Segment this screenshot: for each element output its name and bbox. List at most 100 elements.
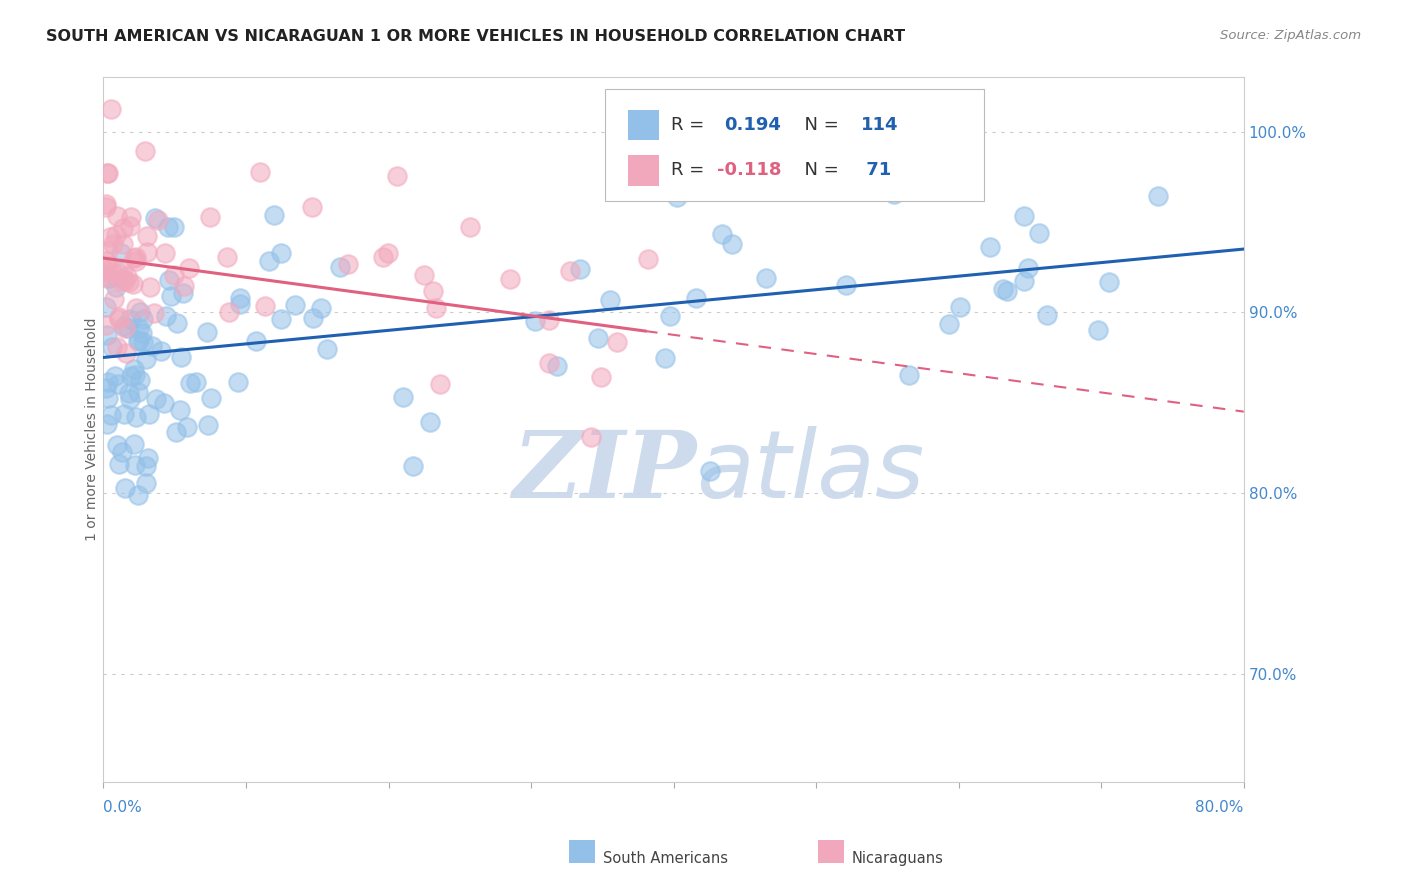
Text: South Americans: South Americans <box>603 851 728 865</box>
Point <box>114 345 136 359</box>
Point <box>197 417 219 432</box>
Point <box>132 311 155 326</box>
Point <box>149 343 172 358</box>
Point <box>169 350 191 364</box>
Text: Source: ZipAtlas.com: Source: ZipAtlas.com <box>1220 29 1361 42</box>
Point <box>131 326 153 341</box>
Text: SOUTH AMERICAN VS NICARAGUAN 1 OR MORE VEHICLES IN HOUSEHOLD CORRELATION CHART: SOUTH AMERICAN VS NICARAGUAN 1 OR MORE V… <box>46 29 905 44</box>
Text: R =: R = <box>671 161 710 179</box>
Point <box>425 301 447 315</box>
Point <box>499 272 522 286</box>
Point <box>200 391 222 405</box>
Text: atlas: atlas <box>696 426 925 517</box>
Point <box>96 318 118 333</box>
Point <box>711 227 734 241</box>
Point <box>118 385 141 400</box>
Point <box>1012 210 1035 224</box>
Point <box>773 170 796 185</box>
Point <box>128 321 150 335</box>
Point <box>1098 276 1121 290</box>
Point <box>696 136 718 150</box>
Point <box>108 310 131 324</box>
Point <box>127 334 149 348</box>
Point <box>96 263 118 277</box>
Point <box>523 314 546 328</box>
Point <box>157 273 180 287</box>
Text: N =: N = <box>793 116 845 134</box>
Point <box>114 408 136 422</box>
Point <box>96 417 118 432</box>
Point <box>105 209 128 223</box>
Point <box>138 407 160 421</box>
Point <box>245 334 267 349</box>
Point <box>96 260 118 274</box>
Point <box>111 272 134 286</box>
Point <box>263 208 285 222</box>
Point <box>270 311 292 326</box>
Point <box>153 396 176 410</box>
Point <box>97 271 120 285</box>
Text: R =: R = <box>671 116 716 134</box>
Point <box>141 339 163 353</box>
Point <box>301 200 323 214</box>
Point <box>948 301 970 315</box>
Text: N =: N = <box>793 161 845 179</box>
Point <box>122 277 145 292</box>
Point <box>315 342 337 356</box>
Point <box>163 268 186 282</box>
Point <box>253 299 276 313</box>
Point <box>115 269 138 284</box>
Point <box>387 169 409 183</box>
Point <box>1017 260 1039 275</box>
Point <box>938 317 960 331</box>
Point <box>665 190 688 204</box>
Point <box>111 237 134 252</box>
Point <box>371 251 394 265</box>
Point <box>96 196 118 211</box>
Point <box>96 300 118 314</box>
Text: ZIP: ZIP <box>512 427 696 517</box>
Point <box>160 289 183 303</box>
Point <box>157 220 180 235</box>
Point <box>429 376 451 391</box>
Point <box>835 278 858 293</box>
Point <box>377 246 399 260</box>
Point <box>128 333 150 347</box>
Point <box>176 420 198 434</box>
Point <box>98 272 121 286</box>
Point <box>1036 308 1059 322</box>
Point <box>112 260 135 275</box>
Point <box>124 368 146 382</box>
Point <box>120 210 142 224</box>
Text: 0.194: 0.194 <box>724 116 780 134</box>
Point <box>105 438 128 452</box>
Point <box>117 321 139 335</box>
Point <box>755 271 778 285</box>
Point <box>129 373 152 387</box>
Point <box>118 276 141 290</box>
Point <box>124 458 146 473</box>
Point <box>198 210 221 224</box>
Point <box>103 292 125 306</box>
Point <box>283 298 305 312</box>
Point <box>995 285 1018 299</box>
Point <box>104 369 127 384</box>
Point <box>96 200 118 214</box>
Point <box>134 144 156 158</box>
Point <box>125 254 148 268</box>
Point <box>165 425 187 439</box>
Point <box>699 464 721 478</box>
Point <box>558 264 581 278</box>
Point <box>136 450 159 465</box>
Point <box>120 368 142 383</box>
Text: Nicaraguans: Nicaraguans <box>852 851 943 865</box>
Point <box>228 375 250 389</box>
Point <box>100 102 122 116</box>
Point <box>309 301 332 316</box>
Point <box>122 361 145 376</box>
Point <box>111 445 134 459</box>
Point <box>97 391 120 405</box>
Point <box>143 211 166 226</box>
Text: -0.118: -0.118 <box>717 161 782 179</box>
Point <box>139 280 162 294</box>
